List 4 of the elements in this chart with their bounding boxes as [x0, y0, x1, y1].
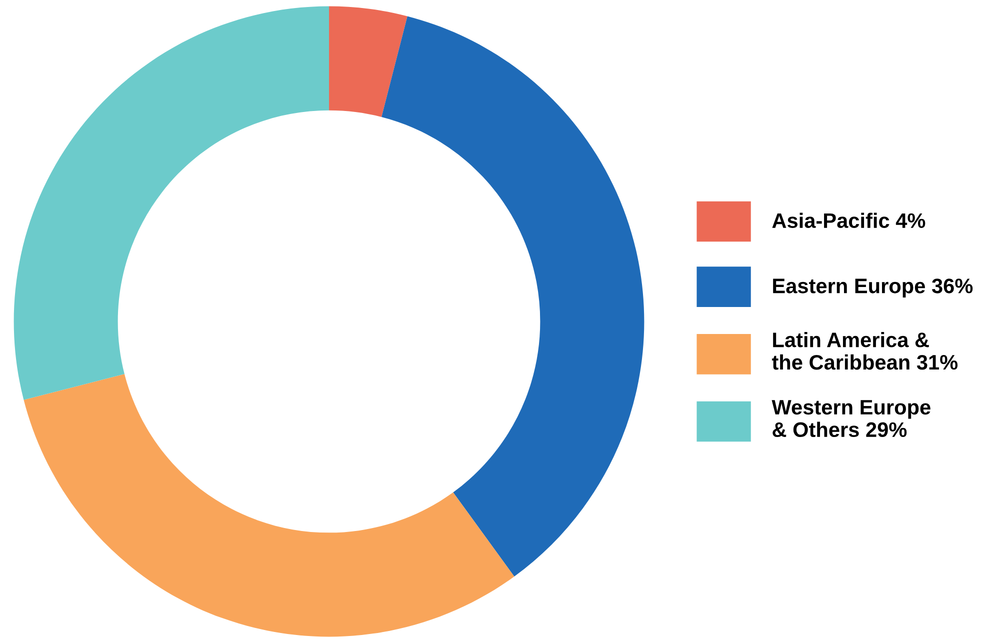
- legend-label: Western Europe & Others 29%: [772, 400, 930, 438]
- legend-label: Eastern Europe 36%: [773, 278, 973, 298]
- legend-label: Asia-Pacific 4%: [772, 212, 926, 228]
- legend-label: Latin America & the Caribbean 31%: [772, 332, 958, 370]
